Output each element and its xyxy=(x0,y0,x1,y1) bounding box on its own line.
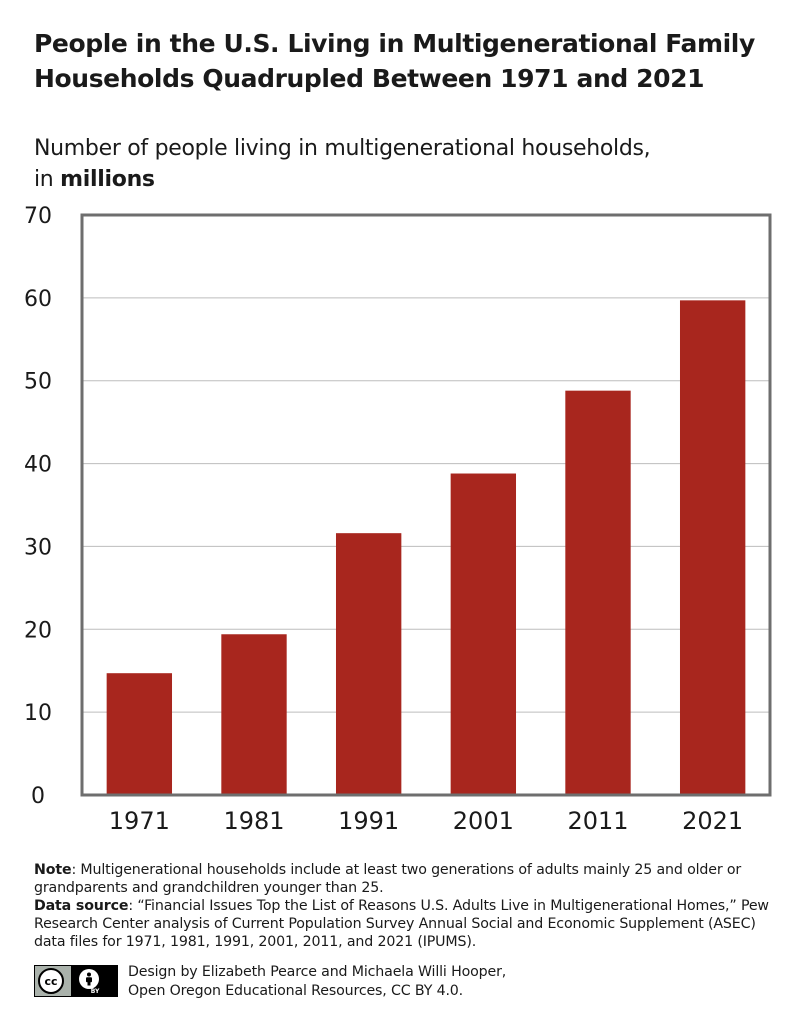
bar-1981 xyxy=(221,634,287,795)
x-tick-label: 2021 xyxy=(682,807,743,835)
source-paragraph: Data source: “Financial Issues Top the L… xyxy=(34,897,784,951)
y-tick-label: 30 xyxy=(24,535,52,560)
note-text: : Multigenerational households include a… xyxy=(34,862,742,896)
plot-frame xyxy=(80,213,772,797)
bar-1971 xyxy=(106,673,173,795)
y-tick-label: 50 xyxy=(24,370,52,395)
y-tick-label: 10 xyxy=(24,701,52,726)
credit-text: Design by Elizabeth Pearce and Michaela … xyxy=(128,963,506,1001)
attribution-person-icon xyxy=(79,969,99,989)
credit-line-2: Open Oregon Educational Resources, CC BY… xyxy=(128,983,464,999)
chart-notes: Note: Multigenerational households inclu… xyxy=(34,861,784,951)
chart-title: People in the U.S. Living in Multigenera… xyxy=(34,26,794,96)
note-label: Note xyxy=(34,862,72,878)
chart-subtitle-unit: millions xyxy=(60,167,155,192)
bar-2001 xyxy=(450,473,517,795)
credit-line-1: Design by Elizabeth Pearce and Michaela … xyxy=(128,964,507,980)
x-axis-tick-labels: 1971 1981 1991 2001 2011 2021 xyxy=(109,807,743,835)
y-tick-label: 40 xyxy=(24,453,52,478)
y-tick-label: 0 xyxy=(31,784,45,809)
cc-by-license-icon: cc BY xyxy=(34,965,118,997)
x-tick-label: 1991 xyxy=(338,807,399,835)
chart-subtitle-line-1: Number of people living in multigenerati… xyxy=(34,136,651,161)
y-tick-label: 20 xyxy=(24,618,52,643)
bar-chart: 0 10 20 30 40 50 60 70 1971 1981 1991 2001 2011 2021 xyxy=(24,204,772,835)
note-paragraph: Note: Multigenerational households inclu… xyxy=(34,861,784,897)
credit-block: cc BY Design by Elizabeth Pearce and Mic… xyxy=(34,963,506,1001)
y-axis-tick-labels: 0 10 20 30 40 50 60 70 xyxy=(24,204,52,809)
chart-subtitle-line-2: in millions xyxy=(34,164,794,195)
chart-title-line-1: People in the U.S. Living in Multigenera… xyxy=(34,29,755,58)
gridlines xyxy=(82,297,770,713)
y-tick-label: 70 xyxy=(24,204,52,229)
bar-2021 xyxy=(679,300,746,795)
source-label: Data source xyxy=(34,898,129,914)
x-tick-label: 1981 xyxy=(223,807,284,835)
bars xyxy=(106,300,746,795)
chart-title-line-2: Households Quadrupled Between 1971 and 2… xyxy=(34,64,705,93)
x-tick-label: 1971 xyxy=(109,807,170,835)
source-text: : “Financial Issues Top the List of Reas… xyxy=(34,898,769,950)
license-badge-text: BY xyxy=(90,988,100,995)
x-tick-label: 2001 xyxy=(453,807,514,835)
bar-2011 xyxy=(565,390,631,795)
chart-subtitle-prefix: in xyxy=(34,167,54,192)
chart-subtitle: Number of people living in multigenerati… xyxy=(34,133,794,195)
creative-commons-icon: cc xyxy=(38,968,64,994)
bar-1991 xyxy=(335,533,402,795)
x-tick-label: 2011 xyxy=(567,807,628,835)
y-tick-label: 60 xyxy=(24,287,52,312)
